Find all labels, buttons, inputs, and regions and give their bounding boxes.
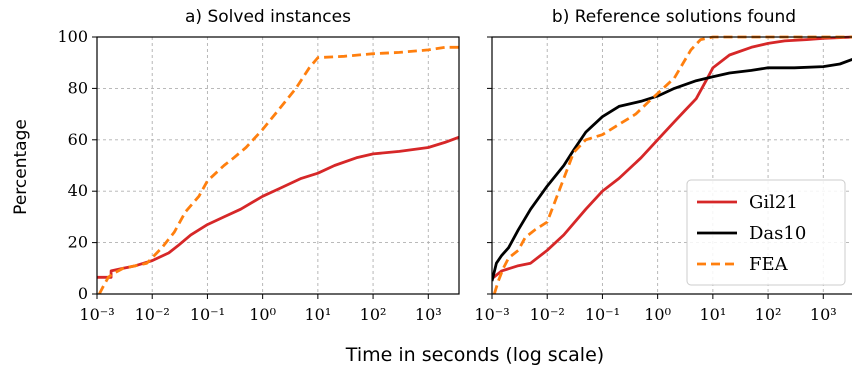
x-tick-label: 10⁻³ (474, 305, 509, 324)
y-axis-label: Percentage (11, 119, 31, 215)
x-tick-label: 10⁰ (644, 305, 671, 324)
panel-a-grid (97, 37, 459, 294)
series-line-fea (492, 35, 852, 294)
panel-b-ticks: 10⁻³ 10⁻² 10⁻¹ 10⁰ 10¹ 10² 10³ (474, 36, 837, 324)
panel-b-grid (492, 37, 852, 294)
x-tick-label: 10¹ (699, 305, 726, 324)
legend: Gil21 Das10 FEA (686, 179, 846, 286)
x-tick-label: 10³ (810, 305, 837, 324)
panel-a-series (97, 45, 459, 294)
y-tick-label: 60 (68, 130, 88, 149)
panel-a: a) Solved instances 10⁻³ 10⁻² 10⁻¹ 10⁰ 10¹ 10… (57, 7, 460, 324)
series-line-fea (98, 45, 459, 294)
x-tick-label: 10² (360, 305, 387, 324)
panel-b-title: b) Reference solutions found (552, 7, 796, 27)
y-tick-label: 80 (68, 78, 88, 97)
x-tick-label: 10⁻³ (79, 305, 114, 324)
x-tick-label: 10⁻² (530, 305, 565, 324)
x-axis-label: Time in seconds (log scale) (345, 344, 604, 366)
y-tick-label: 100 (57, 27, 88, 46)
y-tick-label: 0 (78, 284, 88, 303)
x-tick-label: 10¹ (304, 305, 331, 324)
x-tick-label: 10² (755, 305, 782, 324)
panel-b-series (492, 35, 852, 294)
series-line-gil21 (492, 35, 852, 280)
y-tick-label: 40 (68, 181, 88, 200)
legend-box (686, 179, 846, 286)
x-tick-label: 10⁻¹ (585, 305, 620, 324)
x-tick-label: 10⁰ (249, 305, 276, 324)
panel-a-ticks: 10⁻³ 10⁻² 10⁻¹ 10⁰ 10¹ 10² 10³ 0 20 40 60 80 100 (57, 27, 441, 324)
panel-b: b) Reference solutions found 10⁻³ 10⁻² 10⁻… (474, 7, 852, 324)
x-tick-label: 10⁻¹ (190, 305, 225, 324)
panel-b-frame (491, 36, 852, 295)
legend-label: FEA (749, 254, 789, 275)
legend-label: Das10 (749, 223, 806, 244)
panel-a-frame (96, 36, 460, 295)
x-tick-label: 10³ (415, 305, 442, 324)
x-tick-label: 10⁻² (135, 305, 170, 324)
y-tick-label: 20 (68, 233, 88, 252)
series-line-gil21 (97, 135, 459, 279)
panel-a-title: a) Solved instances (185, 7, 351, 27)
legend-label: Gil21 (749, 192, 798, 213)
series-line-das10 (492, 58, 852, 282)
